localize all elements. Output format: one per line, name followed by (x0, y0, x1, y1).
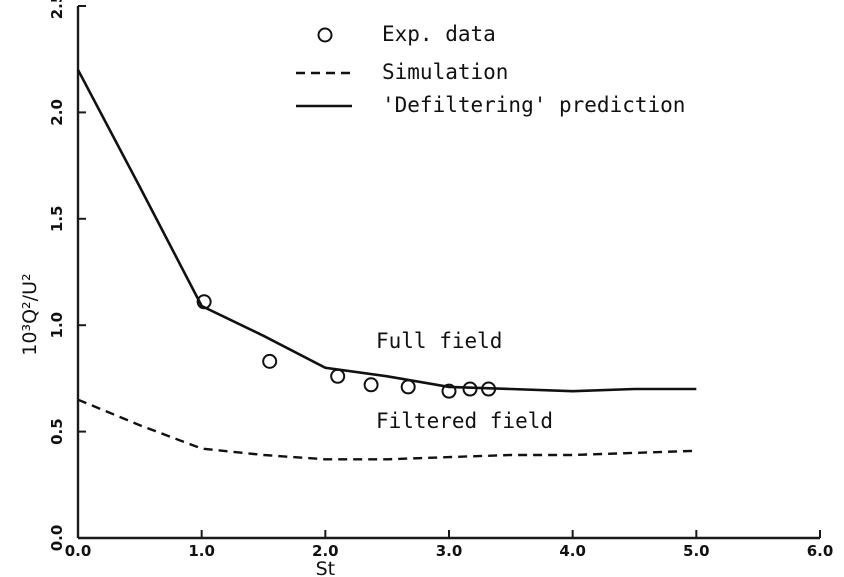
x-axis-title: St (316, 558, 336, 577)
annotation-filtered-field: Filtered field (376, 409, 553, 433)
exp-data-point (330, 368, 346, 384)
y-tick-label: 2.5 (48, 0, 66, 19)
exp-data-point (400, 379, 416, 395)
y-tick-label: 0.5 (48, 418, 66, 445)
annotation-full-field: Full field (376, 329, 502, 353)
x-tick-label: 5.0 (683, 542, 710, 560)
legend: Exp. data Simulation 'Defiltering' predi… (296, 22, 685, 117)
x-tick-label: 4.0 (559, 542, 586, 560)
y-tick-label: 0.0 (48, 525, 66, 552)
legend-exp-data-label: Exp. data (382, 22, 496, 46)
axes: 0.0 1.0 2.0 3.0 4.0 5.0 6.0 0.0 0.5 1.0 1.5 2.0 2.5 S… (19, 0, 833, 577)
x-tick-label: 6.0 (807, 542, 834, 560)
x-tick-label: 2.0 (312, 542, 339, 560)
simulation-line (77, 398, 697, 461)
y-axis-title: 10³Q²/U² (19, 273, 41, 355)
legend-defiltering-label: 'Defiltering' prediction (382, 93, 685, 117)
series-layer (76, 69, 697, 461)
y-tick-label: 1.5 (48, 206, 66, 233)
x-tick-label: 3.0 (436, 542, 463, 560)
y-tick-label: 1.0 (48, 312, 66, 339)
y-tick-label: 2.0 (48, 99, 66, 126)
x-tick-label: 1.0 (188, 542, 215, 560)
x-tick-label: 0.0 (65, 542, 92, 560)
legend-simulation-label: Simulation (382, 60, 508, 84)
exp-data-point (262, 353, 278, 369)
legend-exp-data-marker (317, 27, 333, 43)
defiltering-prediction-line (76, 69, 697, 393)
exp-data-point (363, 377, 379, 393)
